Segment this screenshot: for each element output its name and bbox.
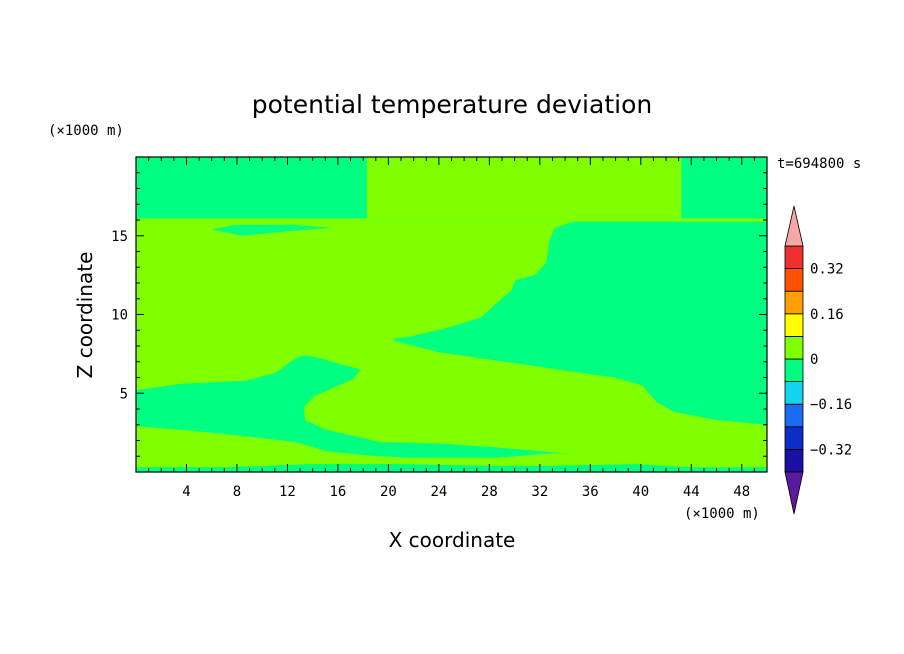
colorbar-tick-label: 0 <box>810 352 818 368</box>
x-tick-label: 24 <box>430 484 447 500</box>
x-tick-label: 12 <box>279 484 296 500</box>
colorbar-tick-label: 0.32 <box>810 262 844 278</box>
x-tick-label: 48 <box>733 484 750 500</box>
contour-plot-area <box>135 156 768 473</box>
colorbar: 0.32 0.16 0 −0.16 −0.32 <box>784 205 852 515</box>
colorbar-over-arrow <box>784 205 804 247</box>
warm-region-1 <box>136 218 767 222</box>
x-tick-label: 40 <box>632 484 649 500</box>
colorbar-segment <box>784 313 804 337</box>
x-tick-label: 28 <box>481 484 498 500</box>
colorbar-under-arrow <box>784 471 804 515</box>
x-tick-label: 16 <box>329 484 346 500</box>
y-axis-label: Z coordinate <box>73 252 97 379</box>
colorbar-segment <box>784 335 804 360</box>
y-unit-label: (×1000 m) <box>48 123 124 139</box>
x-tick-label: 32 <box>531 484 548 500</box>
colorbar-tick-label: −0.16 <box>810 397 852 413</box>
chart-title: potential temperature deviation <box>252 90 652 119</box>
colorbar-segment <box>784 448 804 473</box>
y-tick-label: 5 <box>120 386 128 402</box>
colorbar-tick-label: 0.16 <box>810 307 844 323</box>
x-tick-label: 8 <box>233 484 241 500</box>
warm-region-2 <box>136 221 767 468</box>
colorbar-segment <box>784 426 804 450</box>
colorbar-segment <box>784 381 804 405</box>
warm-region-0 <box>366 157 682 219</box>
cool-lens-region <box>211 224 332 236</box>
x-axis-label: X coordinate <box>389 528 516 552</box>
time-label: t=694800 s <box>777 156 861 172</box>
colorbar-segment <box>784 403 804 428</box>
colorbar-segment <box>784 290 804 315</box>
x-tick-label: 20 <box>380 484 397 500</box>
y-tick-label: 10 <box>111 308 128 324</box>
colorbar-segment <box>784 245 804 270</box>
y-tick-label: 15 <box>111 229 128 245</box>
warm-region-3 <box>136 221 767 468</box>
x-tick-label: 4 <box>182 484 190 500</box>
x-unit-label: (×1000 m) <box>684 506 760 522</box>
x-tick-label: 36 <box>582 484 599 500</box>
x-tick-label: 44 <box>683 484 700 500</box>
colorbar-tick-label: −0.32 <box>810 442 852 458</box>
colorbar-segment <box>784 268 804 292</box>
colorbar-segment <box>784 358 804 383</box>
